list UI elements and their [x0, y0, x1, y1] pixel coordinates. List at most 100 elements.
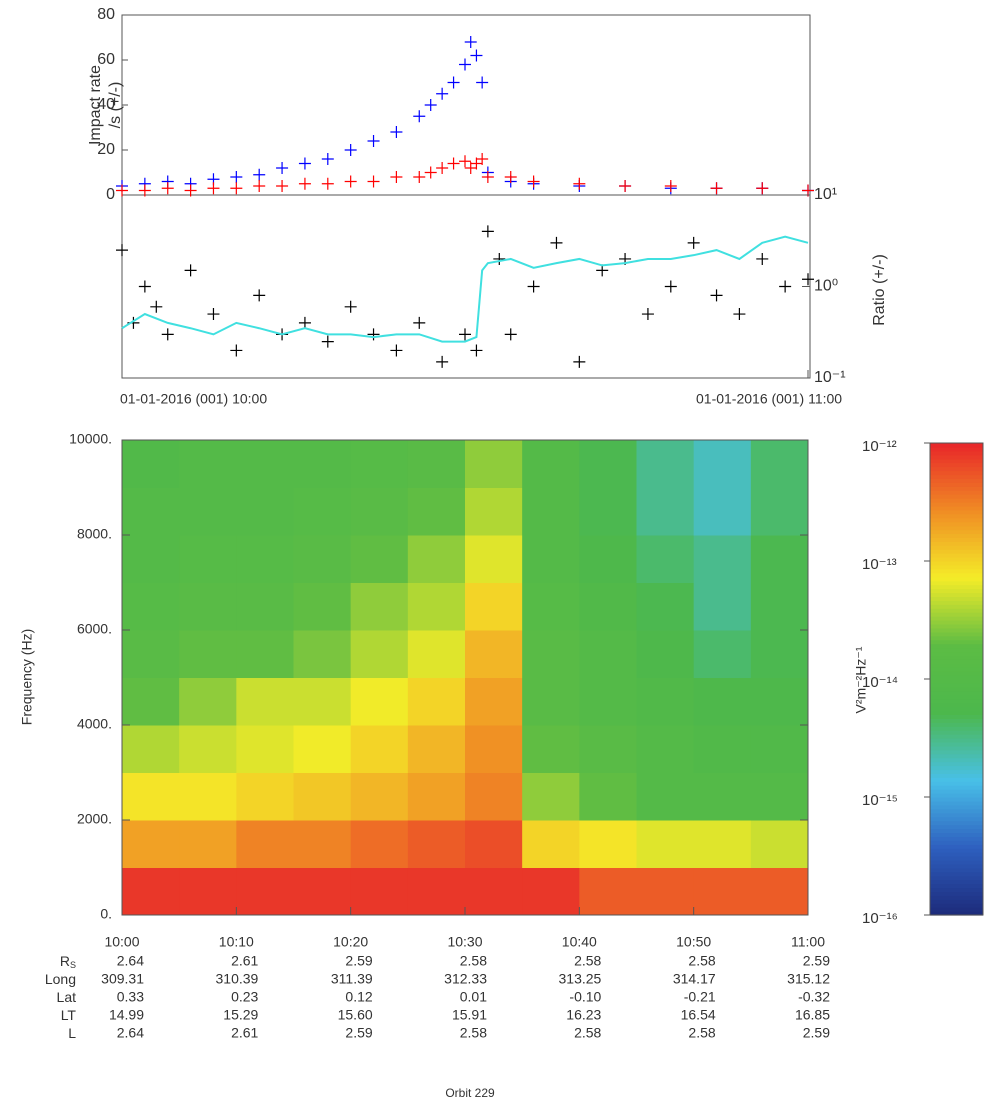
ratio-point [344, 300, 357, 313]
colorbar-strip [930, 895, 983, 900]
colorbar-strip [930, 505, 983, 511]
cell [636, 535, 695, 583]
cell [407, 487, 466, 536]
cell [350, 677, 409, 726]
colorbar-tick-label: 10⁻¹⁶ [862, 910, 898, 927]
impact-point [424, 166, 437, 179]
y-tick-label: 40 [97, 96, 115, 113]
ephemeris-value: -0.21 [684, 989, 716, 1005]
ephemeris-value: 310.39 [216, 971, 259, 987]
cell [179, 725, 237, 773]
cell [179, 440, 237, 488]
y2-tick-label: 10¹ [814, 186, 837, 203]
colorbar-strip [930, 848, 983, 853]
colorbar-strip [930, 824, 983, 830]
colorbar-strip [930, 643, 983, 649]
cell [579, 820, 637, 868]
cell [522, 582, 580, 631]
ratio-point [138, 280, 151, 293]
colorbar-strip [930, 541, 983, 546]
ephemeris-label: Long [45, 971, 76, 987]
colorbar-strip [930, 757, 983, 763]
cell [693, 487, 752, 536]
cell [465, 867, 523, 916]
colorbar-strip [930, 781, 983, 786]
ephemeris-value: 15.60 [338, 1007, 373, 1023]
colorbar-strip [930, 753, 983, 759]
x-tick-label: 11:00 [791, 934, 825, 950]
ratio-point [504, 328, 517, 341]
colorbar-strip [930, 521, 983, 527]
colorbar-strip [930, 671, 983, 676]
cell [407, 535, 466, 583]
cell [236, 867, 294, 916]
x-tick-label: 01-01-2016 (001) 10:00 [120, 391, 267, 407]
ratio-point [710, 289, 723, 302]
impact-point [504, 171, 517, 183]
colorbar-strip [930, 899, 983, 904]
colorbar-strip [930, 490, 983, 495]
colorbar-strip [930, 871, 983, 877]
ratio-point [161, 328, 174, 341]
ephemeris-value: 16.23 [566, 1007, 601, 1023]
cell [407, 820, 466, 868]
colorbar-strip [930, 627, 983, 633]
impact-point [619, 180, 632, 192]
colorbar-strip [930, 741, 983, 747]
colorbar-strip [930, 863, 983, 869]
cell [522, 677, 580, 726]
ratio-point [779, 280, 792, 293]
cell [407, 582, 466, 631]
ephemeris-value: 2.58 [460, 1025, 487, 1041]
impact-point [464, 36, 477, 48]
ephemeris-value: 2.59 [345, 1025, 372, 1041]
ephemeris-value: 0.33 [117, 989, 144, 1005]
cell [122, 820, 180, 868]
cell [179, 487, 237, 536]
cell [465, 487, 523, 536]
x-tick-label: 10:30 [447, 934, 482, 950]
cell [522, 725, 580, 773]
footer: Orbit 229 [445, 1086, 495, 1100]
colorbar-strip [930, 623, 983, 629]
impact-point [276, 180, 289, 192]
impact-point [116, 184, 128, 197]
ephemeris-value: 312.33 [444, 971, 487, 987]
ephemeris-value: 2.59 [345, 953, 372, 969]
cell [293, 440, 352, 488]
ephemeris-value: 2.61 [231, 1025, 258, 1041]
cell [750, 582, 809, 631]
colorbar-strip [930, 588, 983, 594]
x-tick-label: 10:50 [676, 934, 711, 950]
cell [579, 535, 637, 583]
colorbar-strip [930, 545, 983, 550]
colorbar-strip [930, 749, 983, 755]
impact-point [276, 162, 289, 174]
impact-point [756, 182, 769, 195]
impact-point [476, 153, 489, 165]
cell [693, 535, 752, 583]
colorbar-strip [930, 470, 983, 476]
ratio-point [184, 264, 197, 277]
colorbar-strip [930, 592, 983, 597]
ratio-point [116, 244, 128, 257]
colorbar-strip [930, 738, 983, 743]
colorbar-strip [930, 879, 983, 885]
cell [579, 867, 637, 916]
colorbar-strip [930, 718, 983, 723]
colorbar-strip [930, 454, 983, 460]
ephemeris-value: -0.10 [569, 989, 601, 1005]
impact-point [207, 182, 220, 195]
y2-label: Ratio (+/-) [871, 254, 888, 326]
colorbar-strip [930, 911, 983, 916]
cell [579, 677, 637, 726]
colorbar-strip [930, 800, 983, 806]
ephemeris-value: 309.31 [101, 971, 144, 987]
cell [293, 677, 352, 726]
x-tick-label: 01-01-2016 (001) 11:00 [696, 391, 842, 407]
cell [179, 535, 237, 583]
impact-point [253, 168, 266, 181]
colorbar-strip [930, 867, 983, 873]
x-tick-label: 10:40 [562, 934, 597, 950]
colorbar-strip [930, 537, 983, 542]
